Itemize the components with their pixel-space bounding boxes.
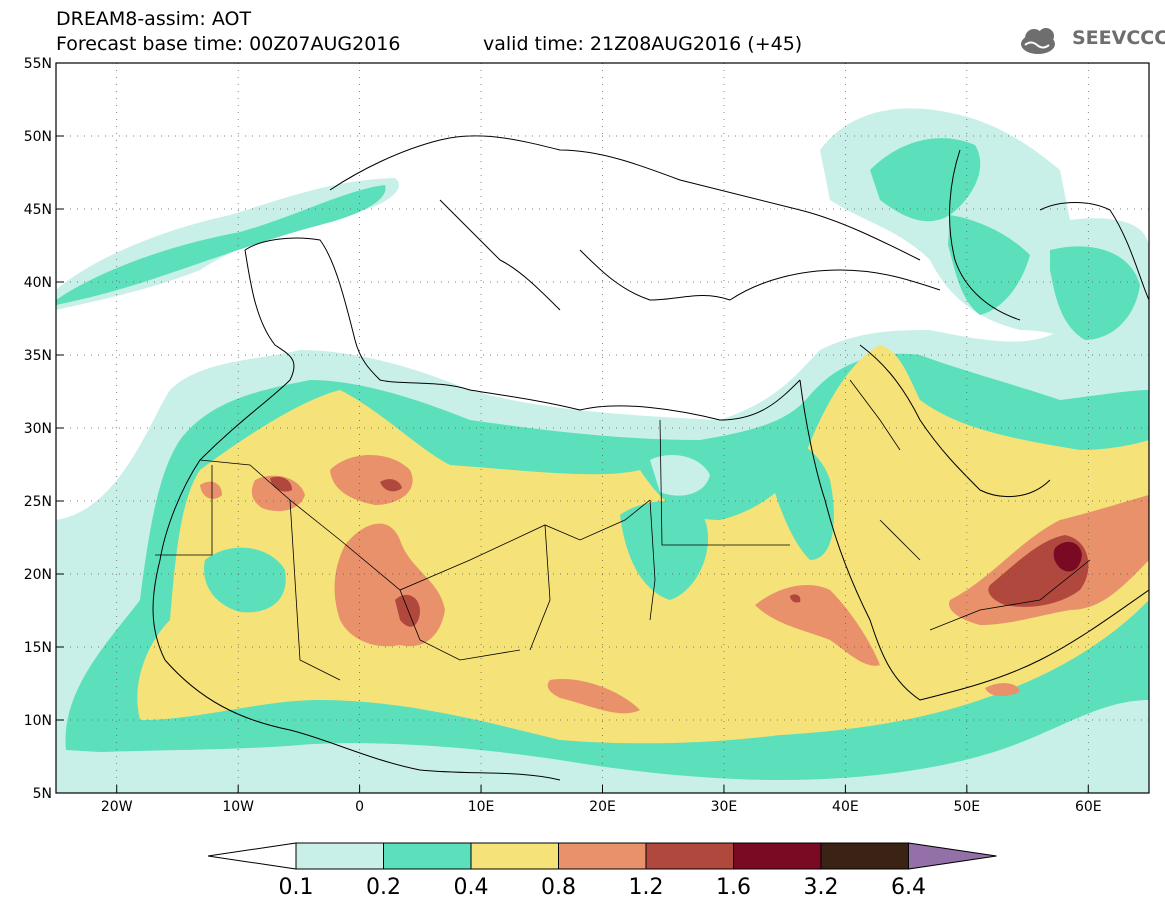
lon-tick-label: 10W [222,799,254,815]
lon-tick-label: 60E [1075,799,1102,815]
map-title: DREAM8-assim: AOT [56,8,252,30]
aot-contour-0.2 [1050,246,1140,340]
lat-tick-label: 25N [24,494,52,510]
aot-contour-1.2 [380,479,402,492]
aot-contour-0.2 [948,215,1030,315]
lat-tick-label: 50N [24,129,52,145]
aot-contour-0.8 [985,683,1020,697]
aot-contour-0.8 [755,585,880,666]
lon-axis: 20W 10W 0 10E 20E 30E 40E 50E 60E [101,785,1102,815]
aot-contour-0.4 [620,500,709,600]
base-time: Forecast base time: 00Z07AUG2016 [56,33,401,55]
colorbar-label: 6.4 [891,875,926,900]
colorbar-swatch [645,842,734,870]
lon-tick-label: 50E [953,799,980,815]
colorbar-label: 1.6 [716,875,751,900]
colorbar-label: 0.8 [541,875,576,900]
lat-tick-label: 35N [24,348,52,364]
colorbar-swatch [733,842,822,870]
lon-tick-label: 0 [355,799,364,815]
logo-text: SEEVCCC [1072,27,1165,49]
lon-tick-label: 30E [711,799,738,815]
lat-tick-label: 10N [24,713,52,729]
colorbar-label: 0.4 [454,875,489,900]
lat-tick-label: 45N [24,202,52,218]
seevccc-logo [1021,28,1055,54]
aot-contour-1.2 [395,594,420,627]
aot-contour-0.8 [251,475,305,512]
colorbar-swatch [470,842,559,870]
aot-contour-0.8 [330,455,413,505]
aot-contour-0.8 [200,481,222,499]
lon-tick-label: 10E [468,799,495,815]
colorbar-label: 0.1 [279,875,314,900]
aot-contour-1.2 [790,594,801,603]
aot-contour-0.2 [870,138,981,222]
colorbar-swatch [295,842,384,870]
colorbar-label: 0.2 [366,875,401,900]
aot-contour-0.4 [650,455,710,496]
lat-tick-label: 5N [33,786,52,802]
colorbar-high-end [908,842,997,870]
colorbar-swatch [820,842,909,870]
lat-tick-label: 15N [24,640,52,656]
lat-tick-label: 30N [24,421,52,437]
cloud-icon [1021,28,1055,54]
colorbar: 0.1 0.2 0.4 0.8 1.2 1.6 3.2 6.4 [207,842,997,900]
lon-tick-label: 20W [101,799,133,815]
aot-contour-1.6 [1053,541,1082,572]
colorbar-swatch [558,842,647,870]
colorbar-swatch [383,842,472,870]
valid-time: valid time: 21Z08AUG2016 (+45) [483,33,803,55]
aot-contour-0.8 [547,679,640,714]
lat-tick-label: 20N [24,567,52,583]
lat-axis: 55N 50N 45N 40N 35N 30N 25N 20N 15N 10N 5N [24,56,64,802]
gridlines [56,63,1149,793]
aot-contour-0.4 [760,437,834,560]
lon-tick-label: 40E [832,799,859,815]
aot-contour-0.2 [56,185,386,305]
country-borders [155,379,1091,681]
lat-tick-label: 55N [24,56,52,72]
lat-tick-label: 40N [24,275,52,291]
colorbar-label: 1.2 [629,875,664,900]
colorbar-label: 3.2 [804,875,839,900]
coastlines [152,135,1149,781]
lon-tick-label: 20E [589,799,616,815]
colorbar-low-end [207,842,297,870]
aot-contour-0.4 [204,547,286,613]
